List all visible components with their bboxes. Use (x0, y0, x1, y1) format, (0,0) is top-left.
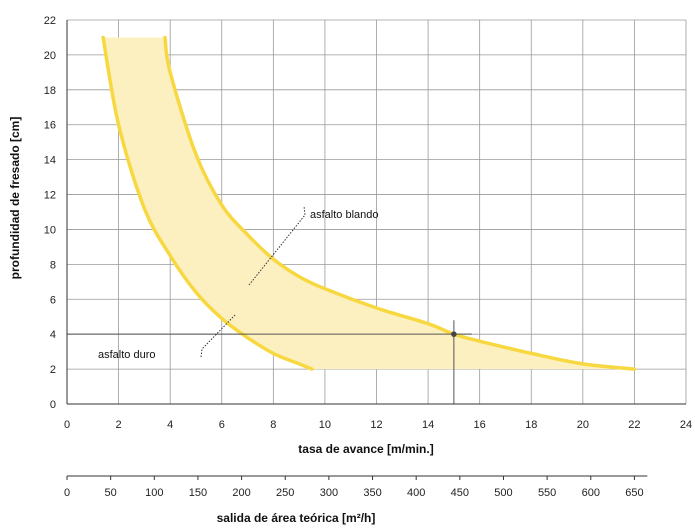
y-tick-label: 22 (44, 15, 56, 27)
secondary-x-tick-label: 400 (407, 487, 425, 499)
y-tick-label: 14 (44, 155, 56, 167)
series-asfalto-duro-line (101, 35, 314, 371)
y-tick-label: 20 (44, 50, 56, 62)
y-tick-label: 10 (44, 224, 56, 236)
y-tick-label: 18 (44, 85, 56, 97)
secondary-x-tick-label: 200 (232, 487, 250, 499)
x-tick-label: 2 (116, 419, 122, 431)
reference-lines (67, 320, 472, 404)
series-curves (101, 35, 637, 371)
axes (66, 20, 686, 477)
secondary-x-tick-label: 250 (276, 487, 294, 499)
secondary-x-tick-label: 350 (363, 487, 381, 499)
x-tick-label: 8 (270, 419, 276, 431)
x-tick-label: 20 (577, 419, 589, 431)
y-tick-label: 4 (50, 329, 56, 341)
x-tick-label: 22 (628, 419, 640, 431)
annotation-hard: asfalto duro (98, 313, 237, 361)
annotation-hard-label: asfalto duro (98, 349, 155, 361)
reference-point (451, 331, 457, 337)
y-tick-label: 2 (50, 364, 56, 376)
secondary-x-axis-title: salida de área teórica [m²/h] (217, 511, 376, 525)
x-tick-label: 6 (219, 419, 225, 431)
x-tick-label: 12 (370, 419, 382, 431)
x-tick-label: 4 (167, 419, 173, 431)
y-tick-label: 8 (50, 259, 56, 271)
tick-labels: 0 2 4 6 8 10 12 14 16 18 20 22 240246810121416182022… (44, 15, 692, 499)
x-tick-label: 10 (319, 419, 331, 431)
secondary-x-tick-label: 600 (582, 487, 600, 499)
secondary-x-tick-label: 50 (105, 487, 117, 499)
secondary-x-tick-label: 300 (320, 487, 338, 499)
secondary-x-tick-label: 450 (451, 487, 469, 499)
range-band (103, 37, 635, 370)
x-tick-label: 14 (422, 419, 434, 431)
annotation-soft-label: asfalto blando (310, 209, 379, 221)
y-tick-label: 16 (44, 120, 56, 132)
x-tick-label: 0 (64, 419, 70, 431)
secondary-x-tick-label: 550 (538, 487, 556, 499)
y-tick-label: 0 (50, 399, 56, 411)
annotation-soft: asfalto blando (248, 205, 379, 286)
secondary-x-tick-label: 650 (625, 487, 643, 499)
x-tick-label: 16 (474, 419, 486, 431)
x-tick-label: 18 (525, 419, 537, 431)
y-axis-title: profundidad de fresado [cm] (8, 117, 22, 280)
secondary-x-tick-label: 0 (64, 487, 70, 499)
y-tick-label: 6 (50, 294, 56, 306)
y-tick-label: 12 (44, 190, 56, 202)
series-asfalto-blando-line (163, 35, 637, 371)
x-axis-title: tasa de avance [m/min.] (298, 442, 433, 456)
secondary-x-tick-label: 150 (189, 487, 207, 499)
secondary-x-tick-label: 100 (145, 487, 163, 499)
secondary-x-tick-label: 500 (494, 487, 512, 499)
x-tick-label: 24 (680, 419, 692, 431)
